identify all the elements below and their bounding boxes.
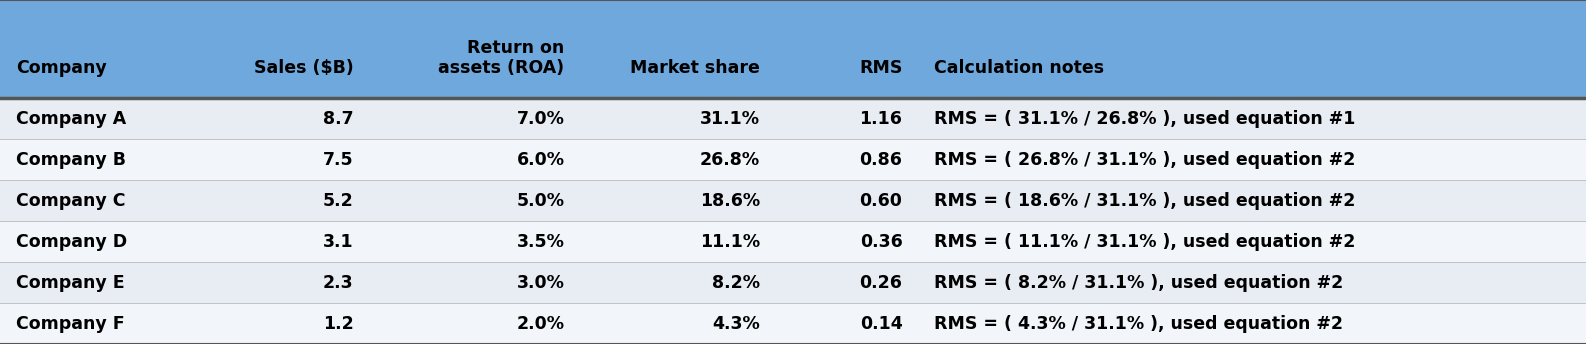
Text: 1.2: 1.2: [324, 314, 354, 333]
Text: 2.0%: 2.0%: [517, 314, 565, 333]
Text: Return on
assets (ROA): Return on assets (ROA): [438, 39, 565, 77]
Text: Sales ($B): Sales ($B): [254, 60, 354, 77]
Text: 5.0%: 5.0%: [517, 192, 565, 209]
Text: RMS = ( 18.6% / 31.1% ), used equation #2: RMS = ( 18.6% / 31.1% ), used equation #…: [934, 192, 1356, 209]
Text: 7.0%: 7.0%: [517, 109, 565, 128]
Text: 3.0%: 3.0%: [517, 273, 565, 291]
Text: RMS = ( 8.2% / 31.1% ), used equation #2: RMS = ( 8.2% / 31.1% ), used equation #2: [934, 273, 1343, 291]
Text: Company A: Company A: [16, 109, 127, 128]
Bar: [0, 180, 1586, 221]
Text: 2.3: 2.3: [324, 273, 354, 291]
Text: RMS = ( 4.3% / 31.1% ), used equation #2: RMS = ( 4.3% / 31.1% ), used equation #2: [934, 314, 1343, 333]
Text: Company: Company: [16, 60, 106, 77]
Text: 4.3%: 4.3%: [712, 314, 760, 333]
Text: Company F: Company F: [16, 314, 124, 333]
Text: RMS: RMS: [860, 60, 902, 77]
Text: 0.36: 0.36: [860, 233, 902, 250]
Text: 0.26: 0.26: [860, 273, 902, 291]
Text: RMS = ( 31.1% / 26.8% ), used equation #1: RMS = ( 31.1% / 26.8% ), used equation #…: [934, 109, 1356, 128]
Text: Market share: Market share: [630, 60, 760, 77]
Text: Company B: Company B: [16, 151, 125, 169]
Bar: [0, 0, 1586, 98]
Text: Company C: Company C: [16, 192, 125, 209]
Text: 18.6%: 18.6%: [699, 192, 760, 209]
Text: 7.5: 7.5: [324, 151, 354, 169]
Text: RMS = ( 26.8% / 31.1% ), used equation #2: RMS = ( 26.8% / 31.1% ), used equation #…: [934, 151, 1356, 169]
Text: 5.2: 5.2: [324, 192, 354, 209]
Text: 31.1%: 31.1%: [699, 109, 760, 128]
Text: 8.2%: 8.2%: [712, 273, 760, 291]
Bar: [0, 139, 1586, 180]
Text: 0.14: 0.14: [860, 314, 902, 333]
Text: Calculation notes: Calculation notes: [934, 60, 1104, 77]
Text: 3.1: 3.1: [324, 233, 354, 250]
Text: 6.0%: 6.0%: [517, 151, 565, 169]
Bar: [0, 98, 1586, 139]
Text: Company E: Company E: [16, 273, 124, 291]
Text: 3.5%: 3.5%: [517, 233, 565, 250]
Text: 0.60: 0.60: [860, 192, 902, 209]
Text: 26.8%: 26.8%: [699, 151, 760, 169]
Bar: [0, 262, 1586, 303]
Bar: [0, 221, 1586, 262]
Text: RMS = ( 11.1% / 31.1% ), used equation #2: RMS = ( 11.1% / 31.1% ), used equation #…: [934, 233, 1356, 250]
Text: 8.7: 8.7: [324, 109, 354, 128]
Text: 11.1%: 11.1%: [699, 233, 760, 250]
Text: 1.16: 1.16: [860, 109, 902, 128]
Text: Company D: Company D: [16, 233, 127, 250]
Text: 0.86: 0.86: [860, 151, 902, 169]
Bar: [0, 303, 1586, 344]
